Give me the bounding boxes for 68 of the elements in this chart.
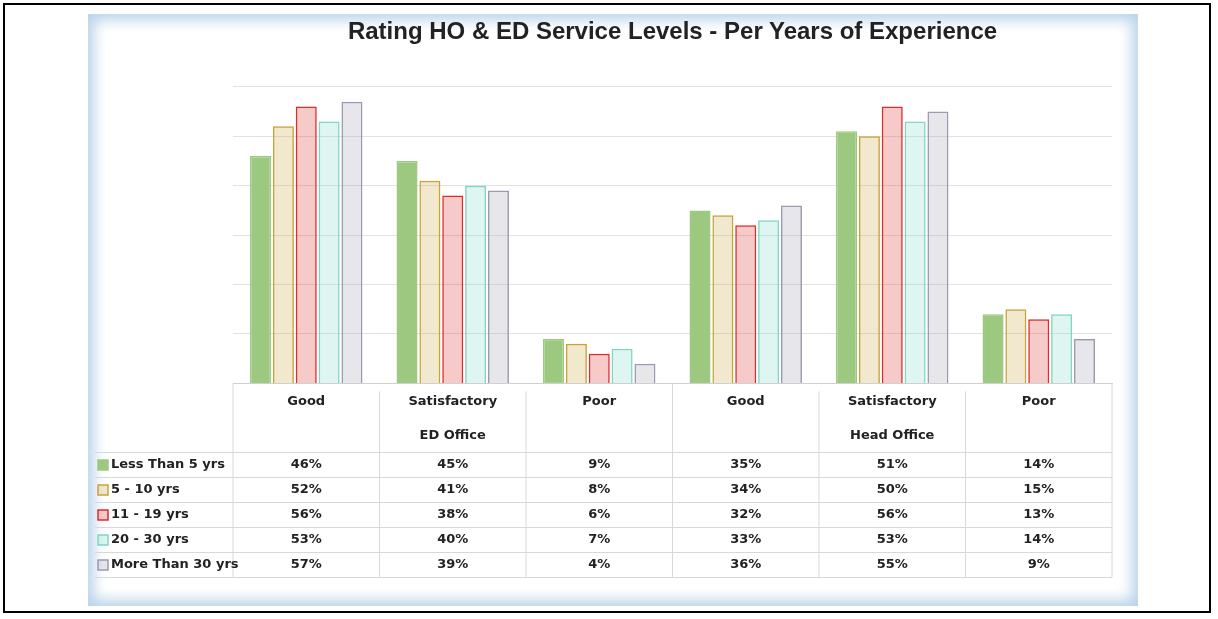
data-label: 35% [730, 456, 762, 472]
bar [735, 225, 757, 383]
text: ED Office [419, 427, 487, 443]
x-tick-label: Satisfactory [847, 392, 938, 408]
data-label: 14% [1023, 456, 1055, 472]
bar [1028, 319, 1050, 383]
data-label: 41% [437, 481, 469, 497]
data-label: 7% [588, 531, 611, 547]
data-label: 40% [437, 531, 469, 547]
data-label: 34% [730, 481, 762, 497]
bar [611, 348, 633, 383]
data-label: 6% [588, 506, 611, 522]
data-label: 32% [730, 506, 762, 522]
data-label: 39% [437, 556, 469, 572]
legend-label: 20 - 30 yrs [111, 531, 190, 547]
bar [758, 220, 780, 383]
legend-label: More Than 30 yrs [111, 556, 239, 572]
data-label: 14% [1023, 531, 1055, 547]
x-tick-label: Satisfactory [408, 392, 498, 408]
data-label: 52% [290, 481, 322, 497]
bar [588, 353, 610, 383]
data-label: 4% [588, 556, 611, 572]
data-label: 8% [588, 481, 611, 497]
bar [712, 215, 734, 383]
data-label: 55% [876, 556, 908, 572]
bar [272, 126, 294, 383]
data-label: 53% [876, 531, 908, 547]
bar [318, 121, 340, 383]
bar [442, 195, 464, 383]
bar [419, 180, 441, 383]
legend-label: 5 - 10 yrs [111, 481, 180, 497]
data-label: 51% [876, 456, 908, 472]
data-label: 38% [437, 506, 469, 522]
bar [904, 121, 926, 383]
bar [858, 136, 880, 383]
legend-label: Less Than 5 yrs [111, 456, 226, 472]
data-label: 9% [1027, 556, 1050, 572]
bar [780, 205, 802, 383]
data-label: 53% [290, 531, 322, 547]
bar [565, 343, 587, 383]
bar [634, 363, 656, 383]
data-label: 33% [730, 531, 762, 547]
data-label: 56% [876, 506, 908, 522]
data-label: 57% [290, 556, 322, 572]
data-label: 56% [290, 506, 322, 522]
data-label: 15% [1023, 481, 1055, 497]
chart-title: Rating HO & ED Service Levels - Per Years of Experience [347, 17, 998, 45]
bar [927, 111, 949, 383]
x-tick-label: Poor [582, 392, 617, 408]
data-label: 36% [730, 556, 762, 572]
bar [465, 185, 487, 383]
bar [295, 106, 317, 383]
x-tick-label: Poor [1021, 392, 1057, 408]
bar [881, 106, 903, 383]
bar [1005, 309, 1027, 383]
bar [1073, 338, 1095, 383]
x-tick-label: Good [287, 392, 326, 408]
data-label: 9% [588, 456, 611, 472]
x-tick-label: Good [726, 392, 765, 408]
bar [1051, 314, 1073, 383]
data-label: 13% [1023, 506, 1055, 522]
data-label: 46% [290, 456, 322, 472]
legend-label: 11 - 19 yrs [111, 506, 190, 522]
data-label: 50% [876, 481, 908, 497]
bar [487, 190, 509, 383]
bar [341, 101, 363, 383]
text: Head Office [850, 427, 935, 443]
data-label: 45% [437, 456, 469, 472]
